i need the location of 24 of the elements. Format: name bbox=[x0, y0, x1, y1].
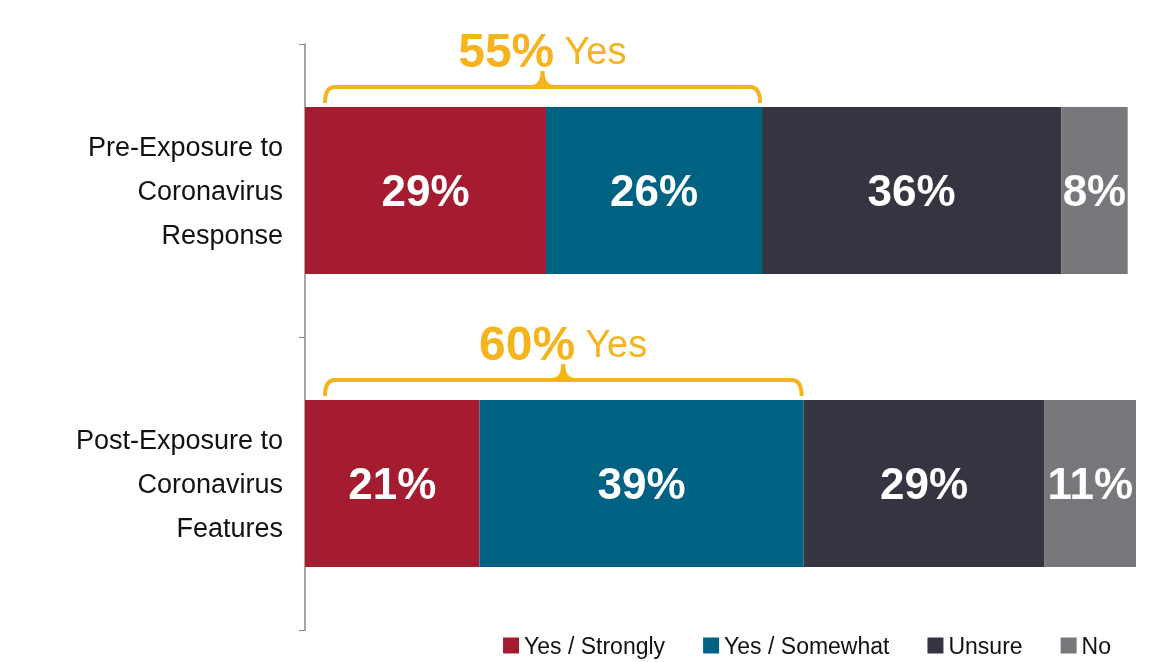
bar bbox=[762, 107, 1062, 275]
bar bbox=[545, 107, 763, 275]
bar bbox=[305, 107, 546, 275]
legend-label: Yes / Somewhat bbox=[724, 632, 891, 659]
data-label: 21% bbox=[348, 459, 437, 508]
annotation: 60% Yes bbox=[478, 317, 648, 371]
bar bbox=[305, 400, 480, 568]
legend-label: Yes / Strongly bbox=[524, 632, 666, 659]
bar bbox=[803, 400, 1045, 568]
bar bbox=[1044, 400, 1136, 568]
data-label: 11% bbox=[1047, 459, 1134, 508]
legend-label: Unsure bbox=[948, 632, 1023, 659]
y-tick-label: Post-Exposure to Coronavirus Features bbox=[75, 424, 283, 543]
data-label: 29% bbox=[880, 459, 969, 508]
data-label: 26% bbox=[609, 166, 699, 215]
data-label: 39% bbox=[597, 459, 686, 508]
bar bbox=[1061, 107, 1128, 275]
data-label: 36% bbox=[867, 166, 956, 215]
data-label: 29% bbox=[381, 166, 470, 215]
legend-label: No bbox=[1081, 632, 1111, 659]
y-tick-label: Pre-Exposure to Coronavirus Response bbox=[87, 131, 283, 250]
data-label: 8% bbox=[1062, 166, 1127, 215]
annotation: 55% Yes bbox=[458, 24, 627, 78]
bar bbox=[479, 400, 804, 568]
